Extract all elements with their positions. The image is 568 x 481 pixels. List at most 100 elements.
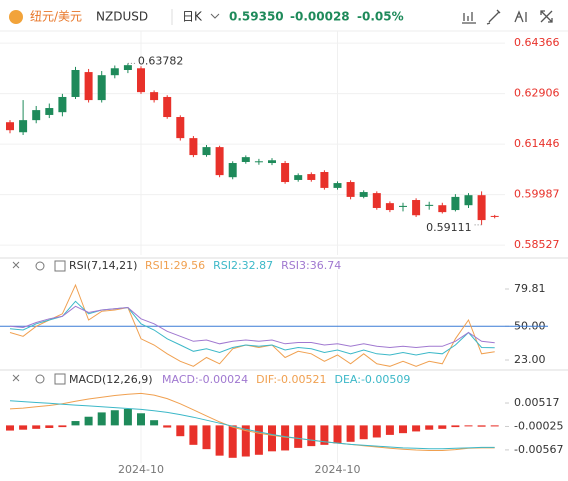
rsi-line [9,305,495,349]
candle-body [346,182,355,197]
candle-body [110,68,119,76]
macd-bar [372,425,381,438]
macd-bar [137,413,145,426]
candle-body [241,157,250,162]
y-tick-label: 0.00517 [514,396,560,409]
candle-body [163,96,172,118]
macd-bar [425,425,434,430]
macd-bar [268,425,276,452]
candle-body [477,195,486,221]
y-tick-label: 0.62906 [514,87,560,100]
macd-bar [359,425,368,440]
macd-bar [84,416,93,426]
macd-bar [346,425,355,442]
symbol: NZDUSD [96,10,148,24]
candle-body [254,161,263,163]
low-annotation: 0.59111 [426,221,472,234]
legend-entry: RSI3:36.74 [281,259,341,272]
candle-body [307,174,316,180]
candle-body [464,195,473,206]
candle-body [71,70,80,97]
candle-body [6,122,14,131]
macd-bar [189,425,198,445]
macd-bar [399,425,407,434]
candle-body [32,110,41,121]
macd-bar [123,408,132,426]
candle-body [385,203,394,211]
fullscreen-button[interactable] [540,10,553,23]
table-icon[interactable] [54,373,66,385]
period[interactable]: 日K [182,10,203,24]
candle-body [425,204,434,206]
y-tick-label: 0.58527 [514,238,560,251]
y-tick-label: 23.00 [514,353,546,366]
candle-body [281,163,290,183]
candle-body [123,65,132,70]
legend-entry: DEA:-0.00509 [335,373,411,386]
macd-bar [333,425,342,444]
candle-body [189,138,198,156]
candle-body [58,96,67,113]
dropdown-icon[interactable] [210,13,220,19]
candle-body [215,147,224,176]
candle-body [399,205,407,207]
y-tick-label: -0.00567 [514,443,563,456]
settings-icon[interactable] [35,261,45,271]
candle-body [84,72,93,101]
y-tick-label: 0.64366 [514,36,560,49]
candle-body [176,117,185,139]
change: -0.00028 [290,10,350,24]
legend-entry: DIF:-0.00521 [256,373,326,386]
candle-body [137,68,145,93]
macd-bar [294,425,303,448]
macd-bar [385,425,394,435]
candle-body [202,147,211,156]
settings-icon[interactable] [35,374,45,384]
macd-bar [97,412,106,426]
macd-bar [71,421,80,426]
candle-body [268,160,276,164]
macd-bar [438,425,447,429]
y-tick-label: 0.61446 [514,137,560,150]
collapse-icon[interactable] [12,261,20,269]
collapse-icon[interactable] [12,374,20,382]
y-tick-label: -0.00025 [514,419,563,432]
legend-entry: RSI2:32.87 [213,259,273,272]
macd-bar [254,425,263,455]
draw-button[interactable] [486,9,501,25]
macd-bar [281,425,290,451]
candle-body [320,172,329,188]
legend-entry: MACD:-0.00024 [162,373,248,386]
candle-body [97,75,106,101]
tools-button[interactable] [514,10,527,23]
candle-body [333,183,342,188]
macd-bar [320,425,329,445]
price: 0.59350 [229,10,284,24]
macd-bar [32,425,41,429]
macd-bar [412,425,421,432]
macd-bar [477,425,486,427]
candle-body [438,205,447,213]
macd-bar [241,425,250,457]
macd-bar [307,425,316,447]
indicator-button[interactable] [462,12,476,24]
macd-bar [202,425,211,450]
candle-body [359,192,368,197]
macd-bar [110,410,119,426]
macd-bar [176,425,185,437]
pair-name: 纽元/美元 [30,10,82,24]
candle-body [228,163,237,178]
macd-bar [19,425,28,430]
macd-bar [58,425,67,428]
macd-bar [6,425,14,431]
x-tick-label: 2024-10 [118,463,164,476]
y-tick-label: 0.59987 [514,188,560,201]
rsi-line [9,300,495,356]
macd-bar [163,425,172,428]
macd-title: MACD(12,26,9) [69,373,153,386]
candle-body [412,200,421,216]
table-icon[interactable] [54,260,66,272]
rsi-title: RSI(7,14,21) [69,259,137,272]
